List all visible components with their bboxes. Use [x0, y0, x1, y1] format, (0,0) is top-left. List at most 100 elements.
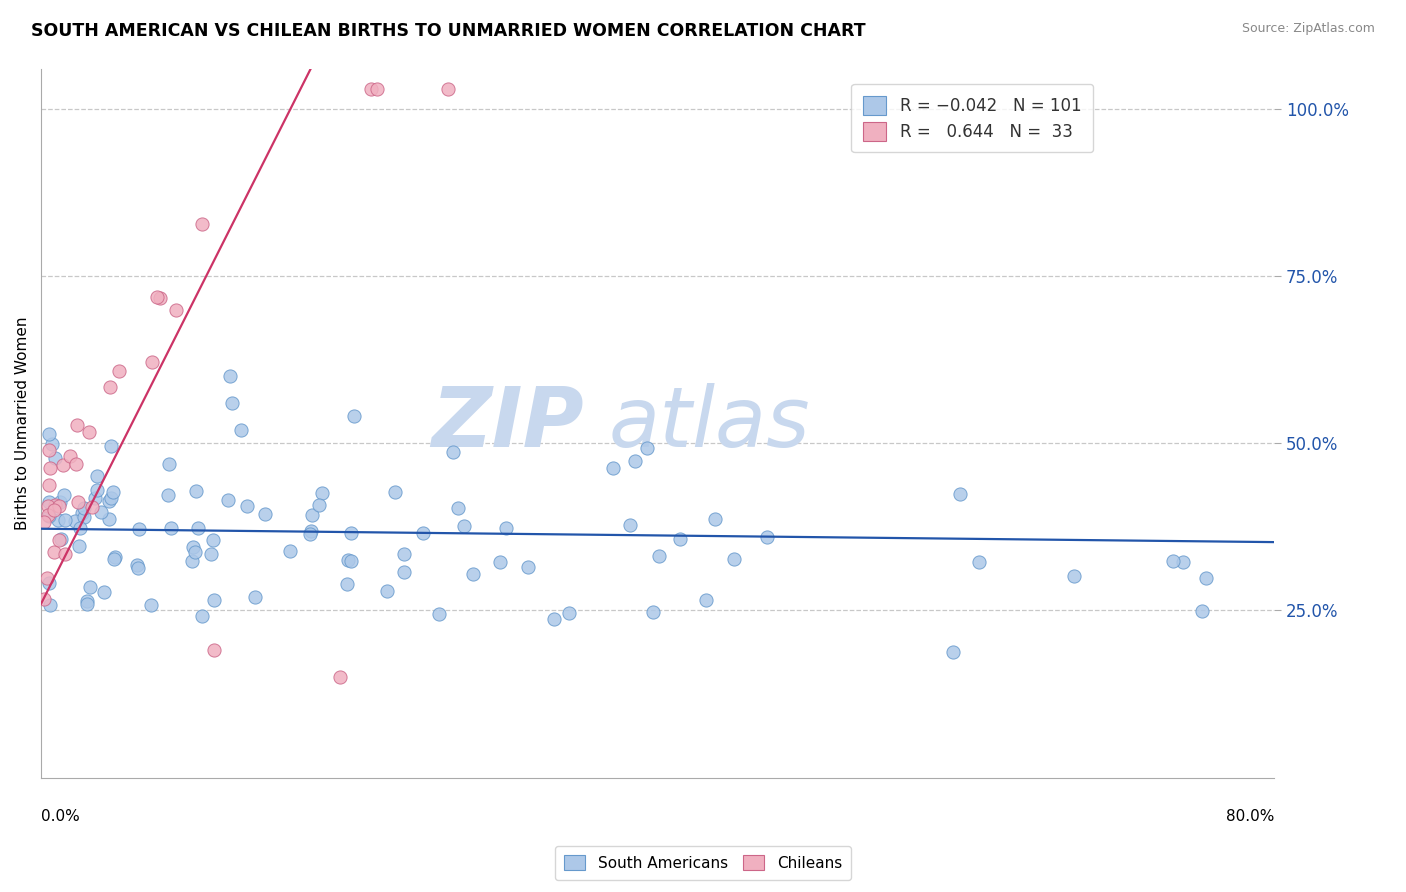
Point	[202, 593, 225, 607]
Point	[427, 607, 450, 621]
Point	[160, 521, 183, 535]
Point	[1161, 554, 1184, 568]
Point	[38, 477, 60, 491]
Point	[366, 81, 388, 95]
Point	[236, 500, 259, 514]
Point	[187, 521, 209, 535]
Point	[127, 561, 149, 575]
Point	[200, 547, 222, 561]
Point	[35, 571, 58, 585]
Point	[70, 507, 93, 521]
Point	[669, 532, 692, 546]
Point	[202, 643, 225, 657]
Text: atlas: atlas	[609, 383, 810, 464]
Legend: South Americans, Chileans: South Americans, Chileans	[555, 846, 851, 880]
Point	[83, 491, 105, 505]
Point	[51, 533, 73, 547]
Point	[38, 509, 60, 524]
Point	[37, 508, 59, 522]
Point	[52, 458, 75, 472]
Point	[1191, 604, 1213, 618]
Text: ZIP: ZIP	[432, 383, 583, 464]
Point	[723, 551, 745, 566]
Point	[76, 597, 98, 611]
Point	[392, 565, 415, 579]
Point	[543, 612, 565, 626]
Point	[44, 498, 66, 512]
Point	[384, 484, 406, 499]
Point	[104, 549, 127, 564]
Point	[412, 525, 434, 540]
Point	[80, 500, 103, 514]
Point	[63, 514, 86, 528]
Point	[53, 513, 76, 527]
Point	[558, 606, 581, 620]
Point	[73, 500, 96, 515]
Point	[139, 598, 162, 612]
Point	[218, 369, 240, 384]
Point	[97, 511, 120, 525]
Point	[53, 547, 76, 561]
Point	[340, 526, 363, 541]
Point	[337, 553, 360, 567]
Point	[648, 549, 671, 563]
Point	[39, 460, 62, 475]
Point	[949, 487, 972, 501]
Point	[141, 354, 163, 368]
Point	[180, 554, 202, 568]
Point	[184, 483, 207, 498]
Point	[103, 485, 125, 500]
Point	[103, 551, 125, 566]
Point	[38, 599, 60, 613]
Point	[447, 501, 470, 516]
Point	[165, 303, 187, 318]
Point	[79, 580, 101, 594]
Point	[48, 495, 70, 509]
Point	[97, 494, 120, 508]
Point	[243, 590, 266, 604]
Point	[77, 425, 100, 439]
Point	[76, 594, 98, 608]
Point	[495, 521, 517, 535]
Point	[41, 437, 63, 451]
Point	[90, 505, 112, 519]
Point	[624, 454, 647, 468]
Point	[191, 217, 214, 231]
Point	[340, 554, 363, 568]
Point	[46, 513, 69, 527]
Point	[59, 449, 82, 463]
Point	[149, 291, 172, 305]
Point	[643, 605, 665, 619]
Point	[489, 555, 512, 569]
Point	[73, 510, 96, 524]
Point	[695, 592, 717, 607]
Point	[38, 442, 60, 457]
Point	[942, 645, 965, 659]
Point	[463, 566, 485, 581]
Point	[377, 584, 399, 599]
Point	[37, 499, 59, 513]
Point	[65, 418, 87, 433]
Point	[298, 526, 321, 541]
Point	[52, 488, 75, 502]
Point	[308, 498, 330, 512]
Point	[32, 591, 55, 606]
Point	[127, 558, 149, 573]
Point	[128, 522, 150, 536]
Legend: R = −0.042   N = 101, R =   0.644   N =  33: R = −0.042 N = 101, R = 0.644 N = 33	[852, 84, 1092, 153]
Point	[146, 290, 169, 304]
Point	[343, 409, 366, 423]
Point	[44, 450, 66, 465]
Point	[66, 495, 89, 509]
Point	[1171, 555, 1194, 569]
Point	[181, 540, 204, 554]
Point	[98, 380, 121, 394]
Point	[217, 493, 239, 508]
Point	[69, 521, 91, 535]
Point	[65, 457, 87, 471]
Point	[299, 524, 322, 539]
Point	[755, 530, 778, 544]
Point	[38, 426, 60, 441]
Point	[1194, 571, 1216, 585]
Point	[86, 483, 108, 498]
